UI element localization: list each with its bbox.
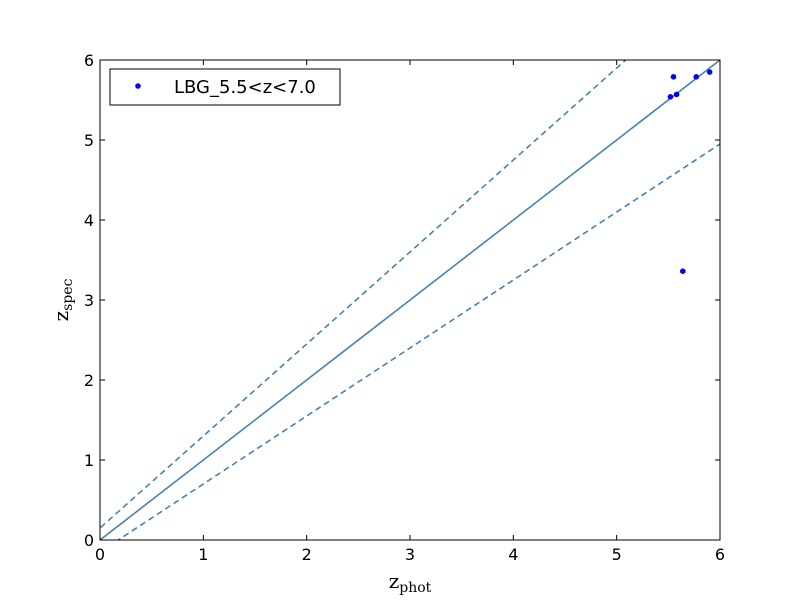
data-point [706,69,713,75]
x-tick-label: 3 [405,545,415,564]
legend-label: LBG_5.5<z<7.0 [174,77,316,98]
x-tick-label: 1 [198,545,208,564]
x-tick-label: 5 [612,545,622,564]
y-tick-label: 4 [84,211,94,230]
legend-box [109,68,341,106]
data-point [670,74,677,80]
data-point [680,268,686,275]
reference-line-upper-bound [100,60,627,530]
y-tick-label: 2 [84,371,94,390]
x-axis-label: zphot [389,569,432,596]
data-point [667,94,674,100]
reference-line-one-to-one [100,60,720,540]
data-point [693,74,700,80]
y-tick-label: 0 [84,531,94,550]
x-tick-label: 6 [715,545,725,564]
y-tick-label: 5 [84,131,94,150]
reference-line-lower-bound [116,143,720,540]
reference-lines [100,60,720,540]
legend-marker [135,83,141,89]
y-tick-label: 3 [84,291,94,310]
legend: LBG_5.5<z<7.0 [109,68,341,106]
y-axis-label: zspec [49,278,76,321]
x-tick-label: 2 [302,545,312,564]
data-point [673,91,680,98]
x-tick-label: 4 [508,545,518,564]
axis-ticks: 0 1 2 3 4 5 6 0 1 2 3 4 5 6 [84,51,725,564]
y-tick-label: 1 [84,451,94,470]
data-points [667,69,713,275]
y-tick-label: 6 [84,51,94,70]
x-tick-label: 0 [95,545,105,564]
